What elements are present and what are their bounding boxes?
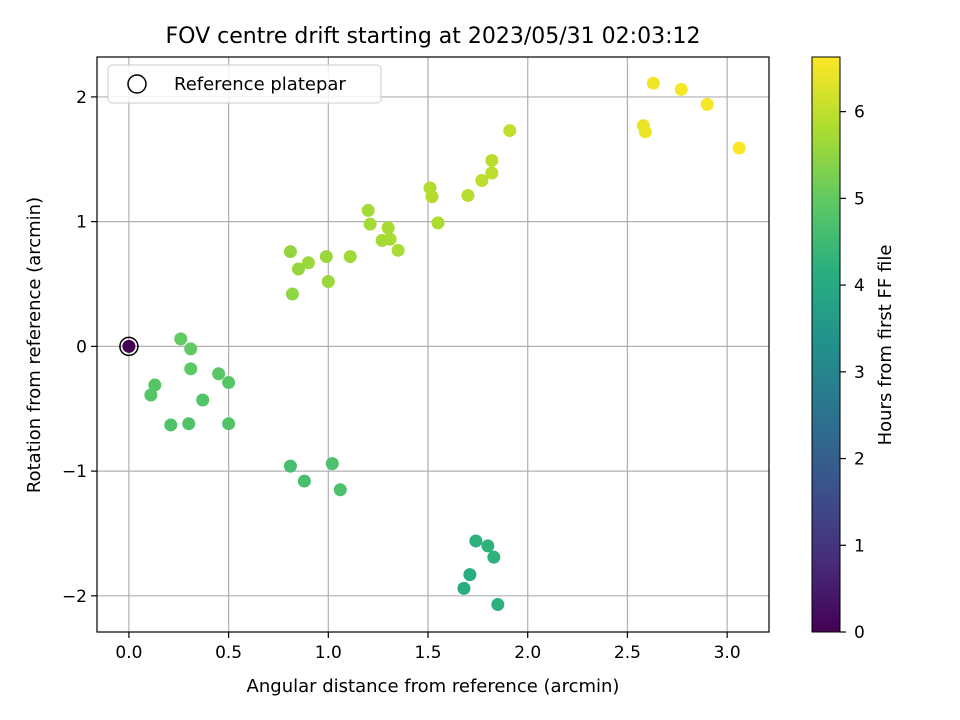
data-point [485,166,499,180]
data-point [363,217,377,231]
legend: Reference platepar [107,64,382,104]
x-tick-label: 0.5 [215,643,242,663]
x-tick-label: 2.0 [514,643,541,663]
colorbar-tick-label: 6 [854,103,865,123]
data-point [481,539,495,553]
x-tick-label: 2.5 [614,643,641,663]
y-tick-label: −2 [62,587,87,607]
y-axis-label: Rotation from reference (arcmin) [24,197,45,493]
colorbar-tick-label: 4 [854,276,865,296]
data-point [222,376,236,390]
data-point [381,221,395,235]
legend-box [107,64,382,104]
data-point [283,245,297,259]
data-point [485,154,499,168]
data-point [463,568,477,582]
data-point [491,598,505,612]
colorbar-label: Hours from first FF file [875,245,896,446]
data-point [457,581,471,595]
data-point [503,124,517,138]
colorbar-ticks: 0 1 2 3 4 5 6 [840,103,865,643]
data-point [182,417,196,431]
reference-marker [119,336,139,357]
data-point [469,534,483,548]
data-point [461,188,475,202]
data-point [196,393,210,407]
data-point [285,287,299,301]
x-tick-label: 0.0 [115,643,142,663]
data-point [646,76,660,90]
colorbar-tick-label: 5 [854,189,865,209]
colorbar-tick-label: 0 [854,623,865,643]
data-point [700,97,714,111]
points-layer [122,76,746,612]
data-point [674,82,688,96]
colorbar-tick-label: 2 [854,450,865,470]
data-point [325,457,339,471]
data-point [383,232,397,246]
data-point [431,216,445,230]
colorbar-gradient [811,56,841,633]
data-point [291,262,305,276]
x-axis: 0.0 0.5 1.0 1.5 2.0 2.5 3.0 [115,632,741,663]
y-tick-label: −1 [62,462,87,482]
data-point [343,250,357,264]
data-point [391,243,405,257]
x-tick-label: 1.5 [414,643,441,663]
y-tick-label: 2 [76,88,87,108]
data-point [333,483,347,497]
data-point [487,550,501,564]
data-point [184,342,198,356]
x-tick-label: 1.0 [315,643,342,663]
grid-lines [97,57,769,632]
data-point [122,339,136,353]
legend-label: Reference platepar [174,74,346,95]
data-point [148,378,162,392]
legend-marker [127,74,147,94]
data-point [475,173,489,187]
data-point [174,332,188,346]
colorbar-tick-label: 1 [854,536,865,556]
data-point [184,362,198,376]
chart-title: FOV centre drift starting at 2023/05/31 … [166,24,701,49]
data-point [732,141,746,155]
data-point [319,250,333,264]
data-point [283,459,297,473]
colorbar-tick-label: 3 [854,363,865,383]
data-point [297,474,311,488]
colorbar: 0 1 2 3 4 5 6 Hours from first FF file [811,56,896,643]
data-point [144,388,158,402]
data-point [212,367,226,381]
data-point [638,125,652,139]
x-axis-label: Angular distance from reference (arcmin) [247,676,620,697]
data-point [164,418,178,432]
plot-frame [96,56,770,633]
y-tick-label: 1 [76,213,87,233]
data-point [222,417,236,431]
data-point [361,203,375,217]
data-point [301,256,315,270]
x-tick-label: 3.0 [714,643,741,663]
data-point [425,190,439,204]
data-point [321,275,335,289]
y-tick-label: 0 [76,337,87,357]
y-axis: −2 −1 0 1 2 [62,88,97,607]
